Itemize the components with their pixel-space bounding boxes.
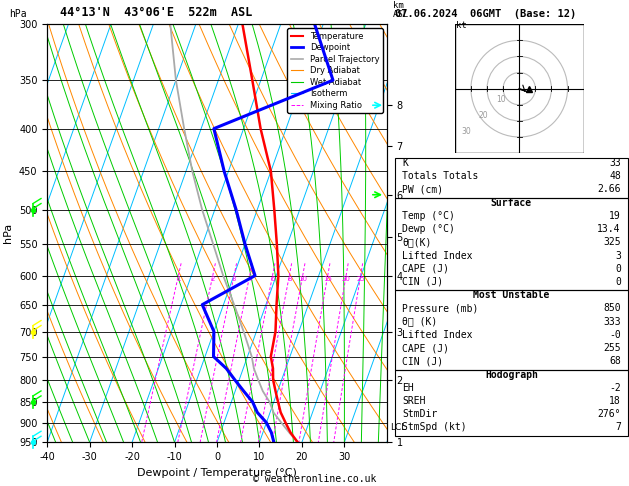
Text: kt: kt: [457, 20, 467, 30]
Text: 850: 850: [603, 303, 621, 313]
Text: 44°13'N  43°06'E  522m  ASL: 44°13'N 43°06'E 522m ASL: [60, 6, 252, 19]
Text: 20: 20: [479, 111, 489, 120]
Text: Pressure (mb): Pressure (mb): [402, 303, 479, 313]
Text: 0: 0: [615, 277, 621, 287]
Text: Temp (°C): Temp (°C): [402, 211, 455, 221]
Bar: [395, 158, 628, 198]
Text: CAPE (J): CAPE (J): [402, 343, 449, 353]
Text: CIN (J): CIN (J): [402, 277, 443, 287]
Text: 19: 19: [609, 211, 621, 221]
Text: θᴇ(K): θᴇ(K): [402, 237, 431, 247]
Text: 18: 18: [609, 396, 621, 406]
Text: EH: EH: [402, 383, 414, 393]
Text: © weatheronline.co.uk: © weatheronline.co.uk: [253, 473, 376, 484]
Text: θᴇ (K): θᴇ (K): [402, 317, 437, 327]
Text: K: K: [402, 158, 408, 168]
Text: km
ASL: km ASL: [393, 1, 409, 19]
Text: CIN (J): CIN (J): [402, 356, 443, 366]
Text: 25: 25: [356, 276, 365, 281]
Y-axis label: hPa: hPa: [3, 223, 13, 243]
Text: 3: 3: [231, 276, 237, 281]
Text: -2: -2: [609, 383, 621, 393]
Text: 20: 20: [342, 276, 350, 281]
Text: 3: 3: [615, 250, 621, 260]
Text: 325: 325: [603, 237, 621, 247]
Text: 0: 0: [615, 264, 621, 274]
Text: 2: 2: [211, 276, 215, 281]
Text: 30: 30: [461, 127, 471, 136]
Text: 276°: 276°: [598, 409, 621, 419]
Text: 6: 6: [270, 276, 275, 281]
Text: Dewp (°C): Dewp (°C): [402, 224, 455, 234]
Text: 10: 10: [497, 95, 506, 104]
Text: 48: 48: [609, 171, 621, 181]
Text: LCL: LCL: [390, 423, 406, 432]
Legend: Temperature, Dewpoint, Parcel Trajectory, Dry Adiabat, Wet Adiabat, Isotherm, Mi: Temperature, Dewpoint, Parcel Trajectory…: [287, 29, 382, 113]
Text: 255: 255: [603, 343, 621, 353]
Text: Lifted Index: Lifted Index: [402, 330, 472, 340]
Bar: [395, 198, 628, 290]
X-axis label: Dewpoint / Temperature (°C): Dewpoint / Temperature (°C): [137, 468, 297, 478]
Text: Lifted Index: Lifted Index: [402, 250, 472, 260]
Text: 13.4: 13.4: [598, 224, 621, 234]
Text: 7: 7: [615, 422, 621, 433]
Text: StmDir: StmDir: [402, 409, 437, 419]
Text: 8: 8: [287, 276, 292, 281]
Bar: [395, 290, 628, 369]
Text: 4: 4: [247, 276, 252, 281]
Text: 68: 68: [609, 356, 621, 366]
Text: 15: 15: [323, 276, 332, 281]
Bar: [395, 369, 628, 435]
Text: 333: 333: [603, 317, 621, 327]
Text: Most Unstable: Most Unstable: [473, 290, 550, 300]
Text: 2.66: 2.66: [598, 184, 621, 194]
Text: SREH: SREH: [402, 396, 425, 406]
Text: CAPE (J): CAPE (J): [402, 264, 449, 274]
Text: 1: 1: [176, 276, 181, 281]
Text: 10: 10: [298, 276, 307, 281]
Text: StmSpd (kt): StmSpd (kt): [402, 422, 467, 433]
Text: -0: -0: [609, 330, 621, 340]
Text: 33: 33: [609, 158, 621, 168]
Text: hPa: hPa: [9, 9, 27, 19]
Text: Surface: Surface: [491, 198, 532, 208]
Text: Totals Totals: Totals Totals: [402, 171, 479, 181]
Text: Hodograph: Hodograph: [485, 369, 538, 380]
Text: 07.06.2024  06GMT  (Base: 12): 07.06.2024 06GMT (Base: 12): [395, 9, 576, 19]
Text: PW (cm): PW (cm): [402, 184, 443, 194]
